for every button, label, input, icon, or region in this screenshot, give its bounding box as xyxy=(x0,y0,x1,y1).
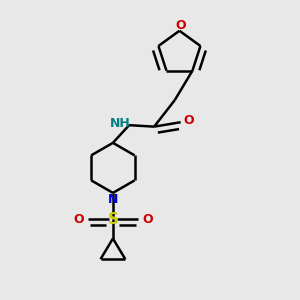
Text: O: O xyxy=(176,19,186,32)
Text: O: O xyxy=(142,213,153,226)
Text: O: O xyxy=(73,213,84,226)
Text: N: N xyxy=(108,193,118,206)
Text: S: S xyxy=(107,212,118,227)
Text: NH: NH xyxy=(110,117,131,130)
Text: O: O xyxy=(184,114,194,127)
